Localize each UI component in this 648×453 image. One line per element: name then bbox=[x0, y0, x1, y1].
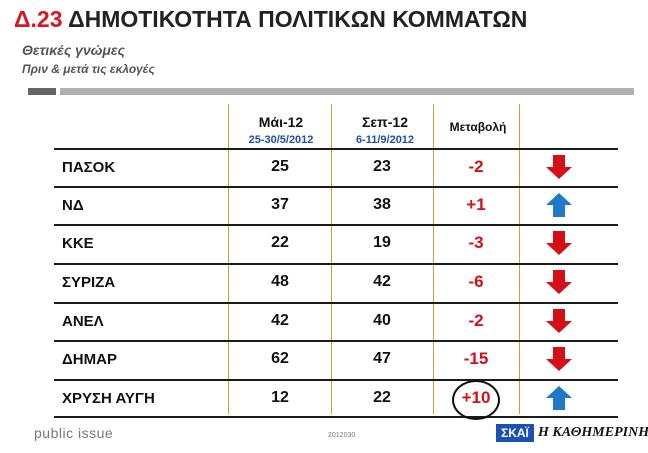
party-name: ΠΑΣΟΚ bbox=[62, 159, 116, 176]
value-may: 62 bbox=[271, 350, 289, 367]
value-sep: 47 bbox=[373, 350, 391, 367]
row-divider bbox=[54, 186, 618, 188]
header-divider-light bbox=[60, 88, 634, 95]
party-name: ΚΚΕ bbox=[62, 235, 94, 252]
value-change: -3 bbox=[468, 233, 484, 252]
subtitle-secondary: Πριν & μετά τις εκλογές bbox=[22, 62, 155, 76]
value-change: -15 bbox=[463, 349, 489, 368]
column-dates-may: 25-30/5/2012 bbox=[248, 134, 314, 146]
value-may: 48 bbox=[271, 273, 289, 290]
value-may: 22 bbox=[271, 234, 289, 251]
value-sep: 40 bbox=[373, 312, 391, 329]
value-may: 42 bbox=[271, 312, 289, 329]
highlight-circle bbox=[452, 380, 500, 420]
column-header-sep: Σεπ-12 6-11/9/2012 bbox=[330, 114, 440, 146]
column-header-may: Μάι-12 25-30/5/2012 bbox=[226, 114, 336, 146]
value-change: -2 bbox=[468, 157, 484, 176]
party-name: ΑΝΕΛ bbox=[62, 313, 104, 330]
column-label-sep: Σεπ-12 bbox=[362, 114, 408, 130]
arrow-down-icon bbox=[546, 347, 572, 371]
value-change: -2 bbox=[468, 311, 484, 330]
title-text: ΔΗΜΟΤΙΚΟΤΗΤΑ ΠΟΛΙΤΙΚΩΝ ΚΟΜΜΑΤΩΝ bbox=[68, 6, 528, 32]
column-dates-sep: 6-11/9/2012 bbox=[355, 134, 415, 146]
row-divider bbox=[54, 416, 618, 418]
column-divider bbox=[433, 104, 434, 414]
value-sep: 42 bbox=[373, 273, 391, 290]
arrow-up-icon bbox=[546, 193, 572, 217]
value-sep: 38 bbox=[373, 196, 391, 213]
arrow-down-icon bbox=[546, 231, 572, 255]
header-divider-dark bbox=[28, 88, 56, 95]
title-number: Δ.23 bbox=[14, 6, 63, 32]
column-divider bbox=[331, 104, 332, 414]
arrow-up-icon bbox=[546, 386, 572, 410]
skai-logo: ΣΚΑΪ bbox=[496, 424, 534, 442]
subtitle: Θετικές γνώμες bbox=[22, 42, 126, 58]
column-label-may: Μάι-12 bbox=[258, 114, 304, 130]
party-name: ΔΗΜΑΡ bbox=[62, 351, 117, 368]
row-divider bbox=[54, 148, 618, 150]
column-header-change: Μεταβολή bbox=[449, 120, 507, 134]
arrow-down-icon bbox=[546, 155, 572, 179]
value-change: +1 bbox=[466, 195, 486, 214]
row-divider bbox=[54, 224, 618, 226]
column-divider bbox=[519, 104, 520, 414]
value-may: 37 bbox=[271, 196, 289, 213]
party-name: ΝΔ bbox=[62, 197, 84, 214]
party-name: ΣΥΡΙΖΑ bbox=[62, 274, 116, 291]
value-change: -6 bbox=[468, 272, 484, 291]
page-title: Δ.23 ΔΗΜΟΤΙΚΟΤΗΤΑ ΠΟΛΙΤΙΚΩΝ ΚΟΜΜΑΤΩΝ bbox=[14, 6, 527, 33]
column-divider bbox=[228, 104, 229, 414]
value-may: 25 bbox=[271, 158, 289, 175]
arrow-down-icon bbox=[546, 309, 572, 333]
row-divider bbox=[54, 302, 618, 304]
value-may: 12 bbox=[271, 389, 289, 406]
value-sep: 19 bbox=[373, 234, 391, 251]
party-name: ΧΡΥΣΗ ΑΥΓΗ bbox=[62, 390, 155, 407]
value-sep: 22 bbox=[373, 389, 391, 406]
report-code: 2012030 bbox=[328, 432, 356, 439]
row-divider bbox=[54, 379, 618, 381]
row-divider bbox=[54, 263, 618, 265]
value-sep: 23 bbox=[373, 158, 391, 175]
kathimerini-logo: Η ΚΑΘΗΜΕΡΙΝΗ bbox=[538, 425, 648, 440]
arrow-down-icon bbox=[546, 270, 572, 294]
source-label: public issue bbox=[34, 425, 114, 441]
row-divider bbox=[54, 340, 618, 342]
